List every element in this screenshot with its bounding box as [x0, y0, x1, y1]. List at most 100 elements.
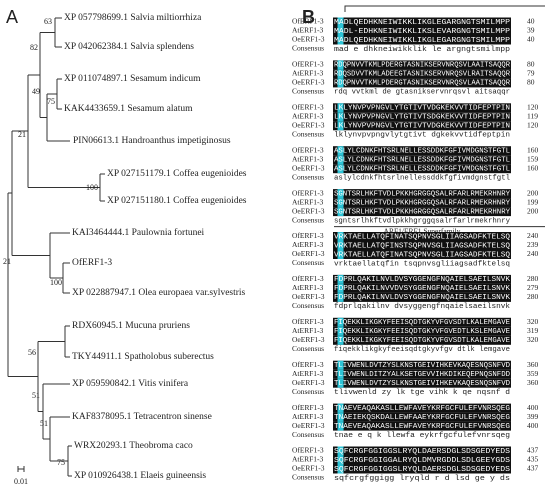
position: 320 — [527, 317, 539, 326]
sequence-name: OfERF1-3 — [292, 188, 324, 197]
bootstrap: 82 — [30, 43, 38, 52]
sequence: SGNTSRLHKFTVDLPKKHGRGGQSALRFARLRMEKRHNRY — [334, 190, 511, 198]
position: 319 — [527, 326, 539, 335]
sequence: MADLQEDHKNEIWIKKLIKGLEGARGNGTSMILMPP — [334, 37, 510, 45]
position: 400 — [527, 421, 539, 430]
sequence: TLIVWENLDVTZYSLKNSTGEIVIHKEVKAQESNQSNFVD — [334, 362, 510, 370]
similar-residue — [337, 274, 344, 284]
sequence-name: OeERF1-3 — [292, 464, 325, 473]
residue-shading — [333, 112, 511, 122]
position: 239 — [527, 240, 539, 249]
sequence: FIQEKKLIKGKYFEEISQDTGKYVFGVSDTLKALEMGAVE — [334, 319, 510, 327]
consensus: sqfcrgfggigg lryqld r d lsd ge y ds — [334, 475, 510, 483]
bootstrap-values: 63 82 49 75 21 100 21 100 56 51 51 75 — [3, 17, 98, 467]
sequence: SQFCRGFGGIGGALRYQLDMVRGDDLSDLGEEYGDS — [334, 457, 510, 465]
sequence-name: OeERF1-3 — [292, 249, 325, 258]
sequence-name: OeERF1-3 — [292, 335, 325, 344]
similar-residue — [337, 78, 344, 88]
residue-shading — [333, 274, 511, 284]
alignment-block: OfERF1-3 VRKTAELLATQFINATSQPNVSGLIIAGSADF… — [292, 231, 539, 268]
sequence-name: OeERF1-3 — [292, 78, 325, 87]
sequence: SQFCRGFGGIGGSLRYQLDAERSDGLSDSGEDYEDS — [334, 448, 510, 456]
sequence-name: OfERF1-3 — [292, 403, 324, 412]
consensus-label: Consensus — [292, 258, 324, 267]
residue-shading — [333, 232, 511, 241]
residue-shading — [333, 464, 511, 474]
sequence-name: OfERF1-3 — [292, 145, 324, 154]
sequence-name: OfERF1-3 — [292, 17, 324, 26]
position: 435 — [527, 455, 539, 464]
similar-residue — [337, 455, 344, 465]
residue-shading — [333, 121, 511, 131]
sequence-name: OeERF1-3 — [292, 206, 325, 215]
leaf-label: OfERF1-3 — [72, 257, 112, 268]
similar-residue — [337, 403, 344, 413]
consensus-label: Consensus — [292, 87, 324, 96]
sequence: RDQSDVVTKMLADEEGTASNIKSERVNRQSVLRAITSAQQ… — [334, 71, 511, 79]
alignment-block: OfERF1-3 LKLYNVPVPNGVLYTGTIVTVDGKEKVVTIDF… — [292, 103, 539, 140]
residue-shading — [333, 164, 511, 174]
position: 40 — [527, 35, 535, 44]
bootstrap: 75 — [47, 97, 55, 106]
residue-shading — [333, 335, 511, 345]
sequence: VRKTAELLATQFINATSQPNVSGLIIAGSADFKTELSQ — [334, 251, 510, 259]
sequence: RDQPNVVTKMLPDERGTASNIKSERVNRQSVLAAITSAQQ… — [334, 80, 511, 88]
bootstrap: 100 — [50, 278, 62, 287]
sequence-name: OfERF1-3 — [292, 446, 324, 455]
sequence: RDQPNVVTKMLPDERGTASNIKSERVNRQSVLAAITSAQQ… — [334, 62, 511, 70]
sequence: LKLYNVPVPNGVLYTGTIVTSDGKEKVVTIDFEPTPIN — [334, 114, 510, 122]
position: 200 — [527, 206, 539, 215]
similar-residue — [337, 35, 344, 45]
sequence-name: OeERF1-3 — [292, 121, 325, 130]
consensus: sgntsrlhkftvdlpkkhgrggqsalrfarlrmekrhnry — [334, 217, 510, 225]
similar-residue — [337, 146, 344, 156]
residue-shading — [333, 421, 511, 431]
sequence-name: OfERF1-3 — [292, 60, 324, 69]
position: 200 — [527, 188, 539, 197]
position: 400 — [527, 403, 539, 412]
position: 320 — [527, 335, 539, 344]
position: 360 — [527, 360, 539, 369]
residue-shading — [333, 360, 511, 370]
leaf-label: XP 057798699.1 Salvia miltiorrhiza — [64, 13, 202, 23]
leaf-label: PIN06613.1 Handroanthus impetiginosus — [73, 136, 231, 146]
tree-branches — [7, 17, 105, 477]
position: 437 — [527, 446, 539, 455]
residue-shading — [333, 455, 511, 465]
alignment-block: OfERF1-3 SQFCRGFGGIGGSLRYQLDAERSDGLSDSGED… — [292, 446, 539, 483]
position: 359 — [527, 369, 539, 378]
bootstrap: 100 — [86, 183, 98, 192]
sequence: SGNTSRLHKFTVDLPKKHGRGGQSALRFARLRMEKRHNRY — [334, 199, 511, 207]
residue-shading — [333, 317, 511, 327]
position: 280 — [527, 292, 539, 301]
alignment-block: OfERF1-3 MADLQEDHKNEIWIKKLIKGLEGARGNGTSMI… — [292, 17, 535, 54]
sequence-name: OeERF1-3 — [292, 378, 325, 387]
similar-residue — [337, 446, 344, 456]
alignment-block: OfERF1-3 FDPRLQAKILNVLDVSYGGENGFNQAIELSAE… — [292, 274, 539, 311]
similar-residue — [337, 207, 344, 217]
consensus-label: Consensus — [292, 430, 324, 439]
position: 39 — [527, 26, 535, 35]
leaf-label: RDX60945.1 Mucuna pruriens — [72, 321, 190, 331]
sequence: LKLYNVPVPNGVLYTGTIVTVDGKEKVVTIDFEPTPIN — [334, 123, 510, 131]
sequence: VRKTAELLATQFINATSQPNVSGLIIAGSADFKTELSQ — [334, 233, 510, 241]
residue-shading — [333, 198, 511, 208]
similar-residue — [337, 69, 344, 79]
bootstrap: 56 — [28, 348, 36, 357]
residue-shading — [333, 207, 511, 217]
alignment-block: OfERF1-3 RDQPNVVTKMLPDERGTASNIKSERVNRQSVL… — [292, 60, 535, 97]
similar-residue — [337, 26, 344, 36]
position: 240 — [527, 231, 539, 240]
leaf-label: XP 027151179.1 Coffea eugenioides — [107, 168, 247, 179]
alignment-block: OfERF1-3 TNAEVEAQAKASLLEWFAVEYKRFGCFULEFV… — [292, 403, 539, 440]
sequence: TNAEVEAQAKASLLEWFAVEYKRFGCFULEFVNRSQEG — [334, 405, 510, 413]
residue-shading — [333, 103, 511, 113]
similar-residue — [337, 189, 344, 199]
sequence-name: OfERF1-3 — [292, 231, 324, 240]
bootstrap: 49 — [32, 87, 40, 96]
position: 80 — [527, 78, 535, 87]
residue-shading — [333, 403, 511, 413]
similar-residue — [337, 112, 344, 122]
alignment-block: OfERF1-3 SGNTSRLHKFTVDLPKKHGRGGQSALRFARLR… — [292, 188, 545, 235]
